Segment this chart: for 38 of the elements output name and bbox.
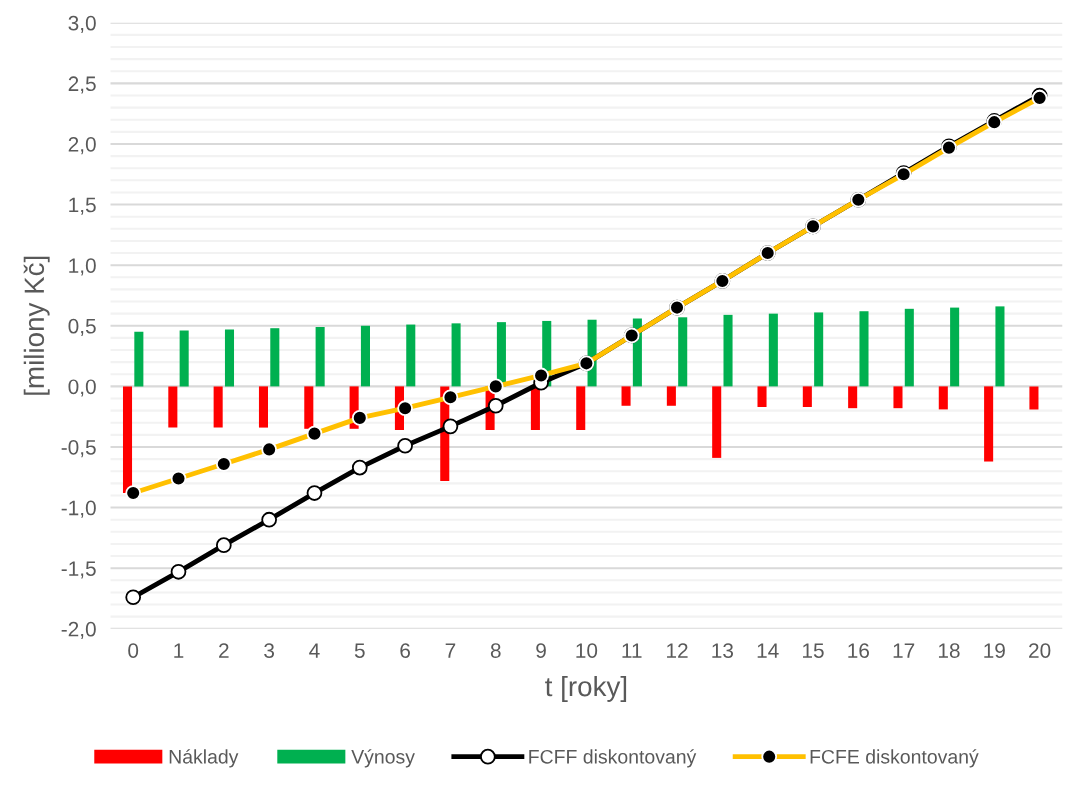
y-tick-label: -0,5 — [61, 439, 96, 458]
legend-label: Náklady — [169, 749, 239, 768]
x-tick-label: 7 — [445, 643, 456, 658]
x-tick-label: 3 — [264, 643, 275, 658]
x-tick-label: 4 — [309, 643, 320, 658]
y-tick-label: 0,0 — [68, 379, 96, 397]
legend-label: FCFE diskontovaný — [810, 749, 979, 768]
x-tick-label: 12 — [667, 643, 688, 658]
x-tick-label: 19 — [984, 643, 1005, 658]
x-tick-label: 11 — [622, 643, 642, 658]
x-tick-label: 18 — [938, 643, 960, 658]
x-tick-label: 0 — [128, 643, 139, 658]
x-tick-label: 9 — [536, 643, 546, 658]
x-tick-label: 6 — [400, 643, 410, 658]
x-tick-label: 2 — [219, 643, 229, 658]
y-tick-label: 0,5 — [68, 318, 96, 336]
y-tick-label: -1,5 — [61, 561, 96, 579]
y-tick-label: -2,0 — [61, 621, 96, 639]
x-tick-label: 15 — [803, 643, 824, 658]
x-tick-label: 13 — [712, 643, 734, 658]
legend-label: FCFF diskontovaný — [529, 749, 697, 768]
x-axis-title: t [roky] — [545, 675, 627, 702]
y-axis-title: [miliony Kč] — [23, 256, 50, 395]
x-tick-label: 5 — [354, 643, 365, 658]
y-tick-label: 3,0 — [68, 15, 96, 33]
legend-label: Výnosy — [351, 749, 415, 768]
x-tick-label: 20 — [1029, 643, 1051, 658]
y-tick-label: 1,5 — [69, 197, 96, 215]
y-tick-label: 2,0 — [68, 136, 96, 155]
x-tick-label: 10 — [576, 643, 598, 658]
x-tick-label: 16 — [848, 643, 869, 658]
x-tick-label: 17 — [893, 643, 915, 658]
y-tick-label: 2,5 — [68, 76, 96, 94]
x-tick-label: 1 — [174, 643, 184, 658]
y-tick-label: -1,0 — [61, 500, 96, 518]
x-tick-label: 14 — [757, 643, 779, 658]
x-tick-label: 8 — [490, 643, 501, 658]
y-tick-label: 1,0 — [69, 258, 96, 276]
